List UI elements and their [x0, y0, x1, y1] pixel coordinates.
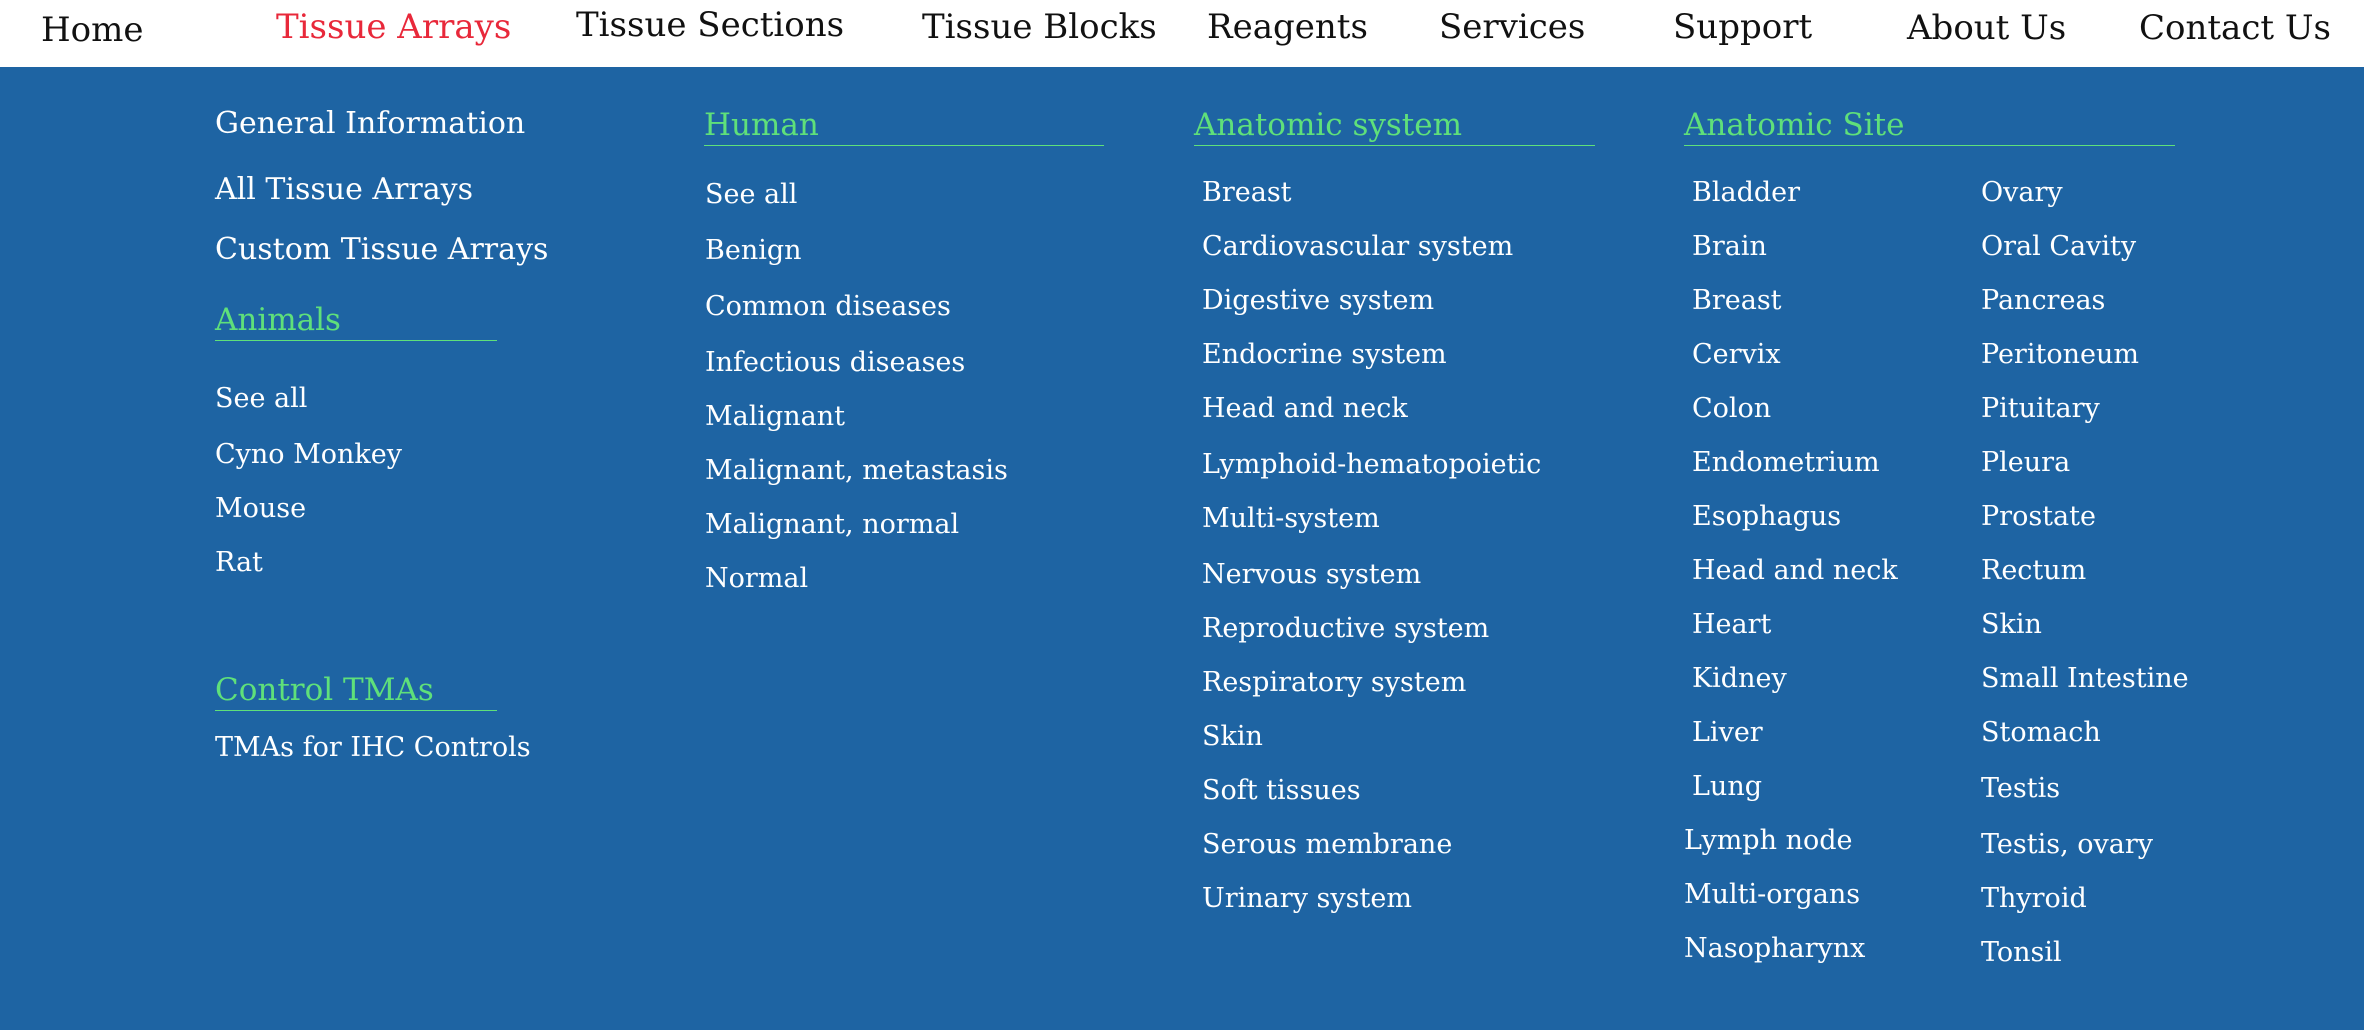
human-item[interactable]: Malignant, normal	[705, 509, 960, 540]
anatomic-site-item[interactable]: Kidney	[1692, 663, 1787, 694]
control-tmas-heading[interactable]: Control TMAs	[215, 672, 497, 711]
human-heading[interactable]: Human	[704, 107, 1104, 146]
anatomic-site-item[interactable]: Multi-organs	[1684, 879, 1861, 910]
anatomic-site-item[interactable]: Head and neck	[1692, 555, 1898, 586]
human-item[interactable]: Normal	[705, 563, 809, 594]
nav-tissue-arrays[interactable]: Tissue Arrays	[276, 7, 512, 47]
nav-support[interactable]: Support	[1673, 7, 1813, 47]
anatomic-system-item[interactable]: Lymphoid-hematopoietic	[1202, 449, 1542, 480]
anatomic-system-item[interactable]: Serous membrane	[1202, 829, 1453, 860]
nav-services[interactable]: Services	[1439, 7, 1586, 47]
anatomic-site-item[interactable]: Skin	[1981, 609, 2042, 640]
animals-heading[interactable]: Animals	[215, 302, 497, 341]
anatomic-site-item[interactable]: Pancreas	[1981, 285, 2106, 316]
control-tmas-item[interactable]: TMAs for IHC Controls	[215, 732, 531, 763]
anatomic-site-item[interactable]: Lung	[1692, 771, 1762, 802]
nav-home[interactable]: Home	[41, 10, 144, 50]
animals-item[interactable]: See all	[215, 383, 308, 414]
anatomic-system-item[interactable]: Reproductive system	[1202, 613, 1490, 644]
human-item[interactable]: Malignant	[705, 401, 846, 432]
anatomic-system-item[interactable]: Urinary system	[1202, 883, 1412, 914]
general-information-link[interactable]: General Information	[215, 106, 526, 141]
animals-item[interactable]: Cyno Monkey	[215, 439, 403, 470]
animals-item[interactable]: Mouse	[215, 493, 307, 524]
human-item[interactable]: Malignant, metastasis	[705, 455, 1008, 486]
anatomic-system-item[interactable]: Multi-system	[1202, 503, 1380, 534]
anatomic-site-item[interactable]: Stomach	[1981, 717, 2101, 748]
anatomic-site-item[interactable]: Oral Cavity	[1981, 231, 2137, 262]
anatomic-system-item[interactable]: Respiratory system	[1202, 667, 1467, 698]
anatomic-system-item[interactable]: Soft tissues	[1202, 775, 1361, 806]
anatomic-site-item[interactable]: Lymph node	[1684, 825, 1853, 856]
anatomic-site-item[interactable]: Ovary	[1981, 177, 2063, 208]
anatomic-site-item[interactable]: Cervix	[1692, 339, 1781, 370]
human-item[interactable]: See all	[705, 179, 798, 210]
anatomic-system-item[interactable]: Skin	[1202, 721, 1263, 752]
anatomic-site-item[interactable]: Peritoneum	[1981, 339, 2139, 370]
nav-tissue-blocks[interactable]: Tissue Blocks	[922, 7, 1157, 47]
anatomic-site-item[interactable]: Tonsil	[1981, 937, 2062, 968]
anatomic-site-item[interactable]: Pituitary	[1981, 393, 2100, 424]
animals-item[interactable]: Rat	[215, 547, 263, 578]
top-navbar: Home Tissue Arrays Tissue Sections Tissu…	[0, 0, 2364, 67]
nav-about-us[interactable]: About Us	[1907, 8, 2067, 48]
anatomic-site-item[interactable]: Esophagus	[1692, 501, 1842, 532]
anatomic-system-item[interactable]: Head and neck	[1202, 393, 1408, 424]
anatomic-site-item[interactable]: Testis	[1981, 773, 2061, 804]
anatomic-system-item[interactable]: Cardiovascular system	[1202, 231, 1514, 262]
custom-tissue-arrays-link[interactable]: Custom Tissue Arrays	[215, 232, 549, 267]
human-item[interactable]: Common diseases	[705, 291, 951, 322]
anatomic-system-heading[interactable]: Anatomic system	[1194, 107, 1595, 146]
anatomic-system-item[interactable]: Digestive system	[1202, 285, 1435, 316]
anatomic-site-item[interactable]: Bladder	[1692, 177, 1801, 208]
tissue-arrays-mega-menu	[0, 67, 2364, 1030]
anatomic-site-item[interactable]: Thyroid	[1981, 883, 2087, 914]
anatomic-site-item[interactable]: Rectum	[1981, 555, 2087, 586]
anatomic-site-item[interactable]: Small Intestine	[1981, 663, 2189, 694]
anatomic-site-item[interactable]: Prostate	[1981, 501, 2096, 532]
nav-reagents[interactable]: Reagents	[1207, 7, 1368, 47]
anatomic-site-item[interactable]: Colon	[1692, 393, 1772, 424]
anatomic-system-item[interactable]: Nervous system	[1202, 559, 1422, 590]
all-tissue-arrays-link[interactable]: All Tissue Arrays	[215, 172, 473, 207]
human-item[interactable]: Benign	[705, 235, 802, 266]
anatomic-system-item[interactable]: Endocrine system	[1202, 339, 1447, 370]
anatomic-site-heading[interactable]: Anatomic Site	[1684, 107, 2175, 146]
anatomic-system-item[interactable]: Breast	[1202, 177, 1292, 208]
nav-contact-us[interactable]: Contact Us	[2139, 8, 2331, 48]
anatomic-site-item[interactable]: Endometrium	[1692, 447, 1880, 478]
anatomic-site-item[interactable]: Breast	[1692, 285, 1782, 316]
anatomic-site-item[interactable]: Nasopharynx	[1684, 933, 1866, 964]
nav-tissue-sections[interactable]: Tissue Sections	[576, 5, 845, 45]
anatomic-site-item[interactable]: Pleura	[1981, 447, 2071, 478]
anatomic-site-item[interactable]: Heart	[1692, 609, 1772, 640]
anatomic-site-item[interactable]: Testis, ovary	[1981, 829, 2154, 860]
human-item[interactable]: Infectious diseases	[705, 347, 966, 378]
anatomic-site-item[interactable]: Brain	[1692, 231, 1767, 262]
anatomic-site-item[interactable]: Liver	[1692, 717, 1763, 748]
